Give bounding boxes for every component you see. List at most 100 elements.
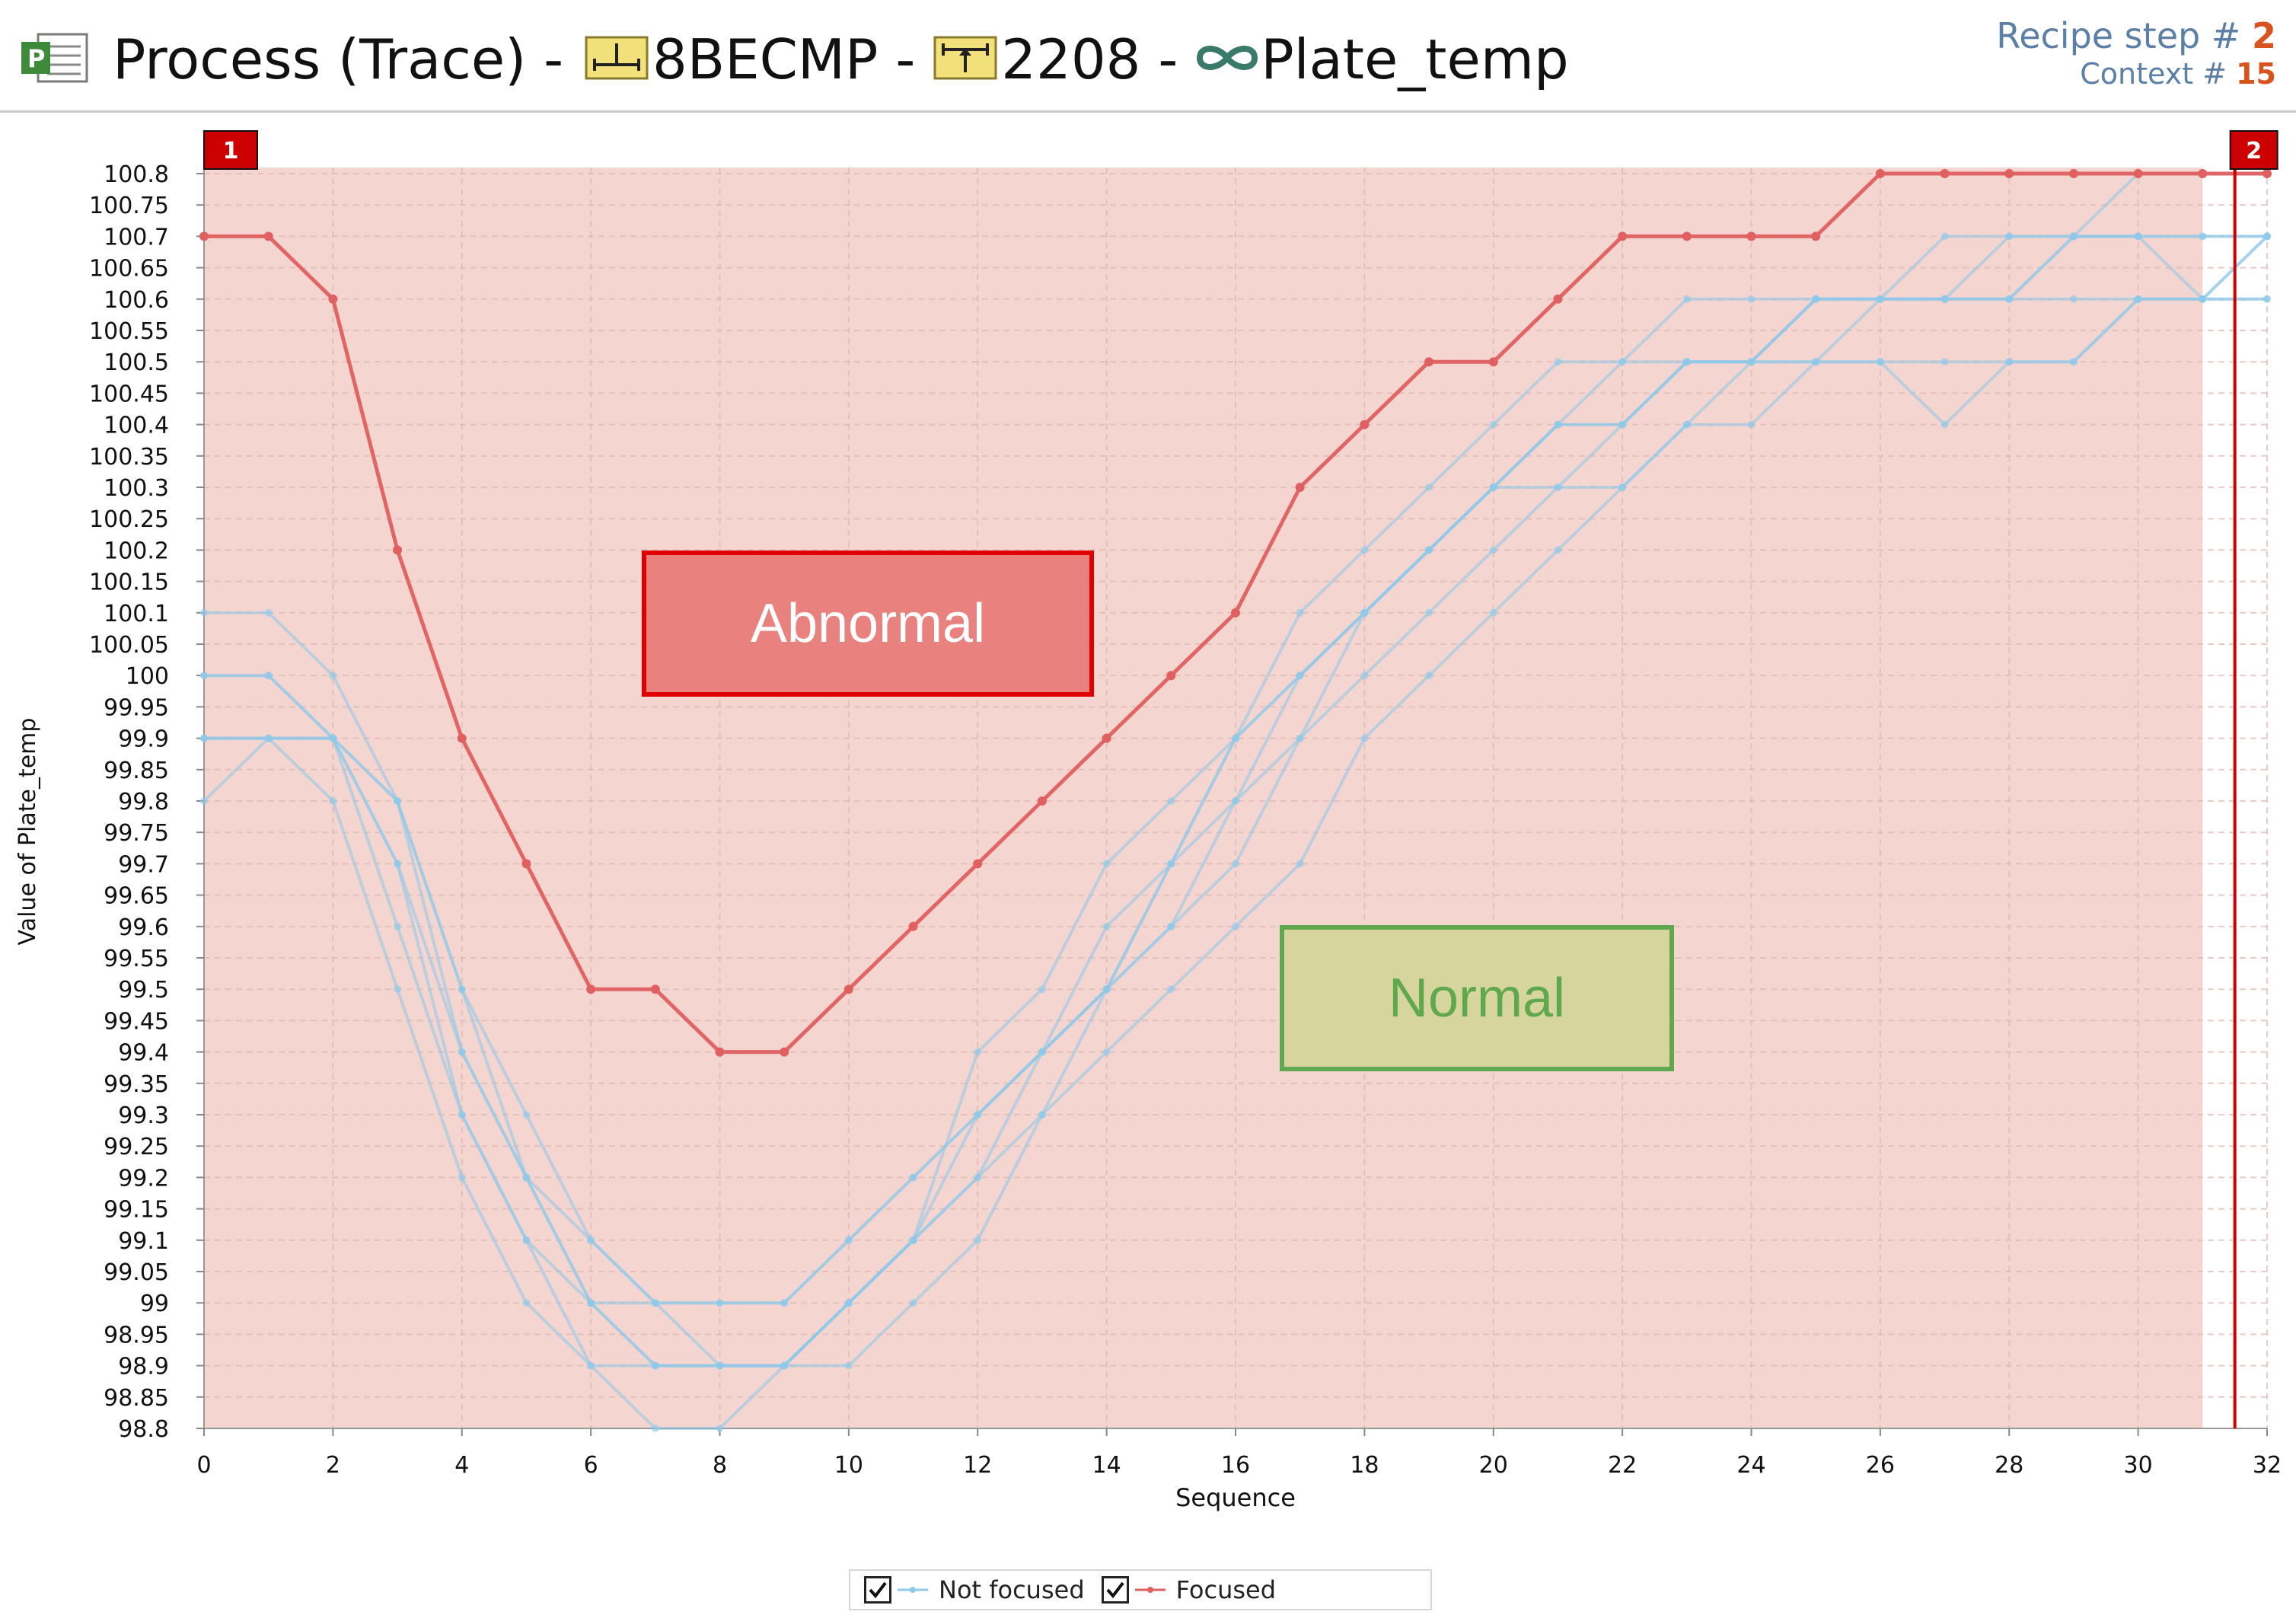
x-axis-title: Sequence xyxy=(1175,1483,1296,1512)
data-point xyxy=(1232,734,1239,742)
y-tick-label: 100.3 xyxy=(104,475,169,502)
trace-chart[interactable]: 98.8 98.85 98.9 98.95 99 99.05 99.1 99.15 99.2 99… xyxy=(0,114,2296,1561)
data-point xyxy=(1166,671,1176,681)
data-point xyxy=(1360,420,1370,429)
data-point xyxy=(716,1425,724,1432)
data-point xyxy=(1102,860,1111,868)
x-tick-label: 20 xyxy=(1479,1452,1508,1479)
data-point xyxy=(587,1236,595,1244)
focused-swatch xyxy=(1134,1583,1166,1597)
y-axis-ticks: 98.8 98.85 98.9 98.95 99 99.05 99.1 99.15 99.2 99… xyxy=(89,161,204,1443)
step-icon xyxy=(933,33,998,86)
window-header: P Process (Trace) - 8BECMP - xyxy=(0,0,2296,113)
data-point xyxy=(2199,232,2207,241)
data-point xyxy=(329,797,337,805)
y-tick-label: 100.45 xyxy=(89,381,169,407)
data-point xyxy=(844,1361,853,1370)
y-tick-label: 99.35 xyxy=(104,1071,169,1098)
focused-label: Focused xyxy=(1175,1575,1277,1604)
x-tick-label: 10 xyxy=(834,1452,863,1479)
data-point xyxy=(1296,672,1304,680)
x-tick-label: 18 xyxy=(1350,1452,1379,1479)
data-point xyxy=(909,1173,917,1182)
data-point xyxy=(2005,358,2014,366)
x-axis-ticks: 0 2 4 6 8 10 12 14 16 18 20 22 24 26 28 30 32 xyxy=(196,1428,2282,1479)
abnormal-annotation: Abnormal xyxy=(642,551,1094,697)
data-point xyxy=(329,734,337,742)
data-point xyxy=(1488,357,1498,367)
data-point xyxy=(522,1236,531,1244)
abnormal-label: Abnormal xyxy=(750,593,986,654)
data-point xyxy=(1038,1048,1046,1056)
y-tick-label: 99.15 xyxy=(104,1197,169,1224)
x-tick-label: 6 xyxy=(584,1452,598,1479)
y-tick-label: 100 xyxy=(126,663,169,690)
data-point xyxy=(587,1361,595,1370)
recipe-step-label: Recipe step # xyxy=(1996,15,2252,56)
data-point xyxy=(329,672,337,680)
data-point xyxy=(199,231,209,241)
checkmark-icon xyxy=(869,1581,887,1599)
x-tick-label: 0 xyxy=(196,1452,211,1479)
data-point xyxy=(1102,1048,1111,1056)
y-tick-label: 99.7 xyxy=(118,851,169,878)
data-point xyxy=(1940,358,1949,366)
data-point xyxy=(2069,232,2078,241)
data-point xyxy=(908,921,918,931)
data-point xyxy=(200,797,208,805)
data-point xyxy=(1489,483,1497,491)
y-tick-label: 99.45 xyxy=(104,1008,169,1035)
data-point xyxy=(1038,985,1046,994)
title-row: P Process (Trace) - 8BECMP - xyxy=(20,21,1569,97)
data-point xyxy=(458,985,466,994)
data-point xyxy=(1296,608,1304,617)
data-point xyxy=(1425,672,1433,680)
data-point xyxy=(457,733,467,743)
normal-annotation: Normal xyxy=(1280,925,1674,1071)
data-point xyxy=(1425,546,1433,554)
data-point xyxy=(263,231,273,241)
data-point xyxy=(1746,231,1756,241)
y-tick-label: 99.2 xyxy=(118,1165,169,1192)
step-start-marker[interactable] xyxy=(203,130,258,170)
y-tick-label: 99.55 xyxy=(104,946,169,972)
series-focused xyxy=(199,169,2272,1057)
not-focused-checkbox[interactable] xyxy=(864,1576,891,1604)
y-tick-label: 100.55 xyxy=(89,318,169,345)
y-tick-label: 100.2 xyxy=(104,538,169,564)
data-point xyxy=(844,1236,853,1244)
data-point xyxy=(522,1173,531,1182)
data-point xyxy=(394,797,402,805)
y-tick-label: 99.8 xyxy=(118,789,169,815)
data-point xyxy=(1618,420,1627,429)
series-layer xyxy=(199,169,2272,1432)
data-point xyxy=(2068,169,2078,178)
recipe-label: 8BECMP xyxy=(652,27,879,91)
data-point xyxy=(1231,608,1240,618)
y-tick-label: 98.85 xyxy=(104,1385,169,1412)
title-separator: - xyxy=(1140,27,1196,91)
data-point xyxy=(1554,420,1562,429)
x-tick-label: 14 xyxy=(1092,1452,1121,1479)
y-tick-label: 100.1 xyxy=(104,601,169,627)
data-point xyxy=(1682,358,1691,366)
series-not-focused xyxy=(200,232,2271,1307)
data-point xyxy=(1167,860,1175,868)
data-point xyxy=(1554,358,1562,366)
x-tick-label: 16 xyxy=(1221,1452,1250,1479)
data-point xyxy=(973,859,983,869)
data-point xyxy=(1875,169,1885,178)
data-point xyxy=(200,734,208,742)
y-tick-label: 99.65 xyxy=(104,883,169,910)
data-point xyxy=(522,1111,531,1119)
focused-checkbox[interactable] xyxy=(1101,1576,1129,1604)
data-point xyxy=(1940,420,1949,429)
context-info: Recipe step # 2 Context # 15 xyxy=(1996,15,2276,92)
process-app-icon: P xyxy=(20,30,90,89)
data-point xyxy=(1940,295,1949,303)
y-tick-label: 98.9 xyxy=(118,1354,169,1380)
step-end-marker[interactable] xyxy=(2229,130,2278,170)
data-point xyxy=(458,1048,466,1056)
data-point xyxy=(1554,546,1562,554)
